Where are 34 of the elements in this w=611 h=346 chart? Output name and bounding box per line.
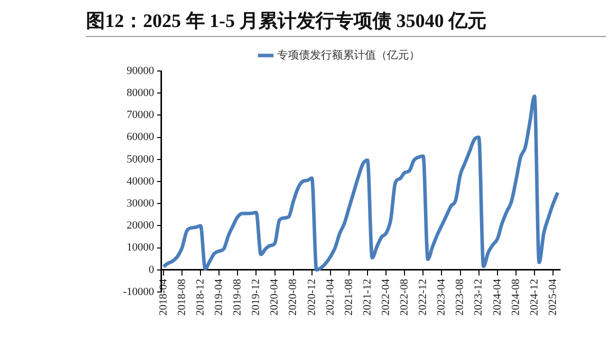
- x-tick-label: 2024-12: [528, 278, 540, 316]
- y-tick-label: 10000: [126, 242, 155, 254]
- x-tick-label: 2021-04: [324, 278, 336, 316]
- x-tick-label: 2019-12: [250, 278, 262, 316]
- legend-label: 专项债发行额累计值（亿元）: [276, 48, 420, 62]
- x-tick-label: 2025-04: [546, 278, 559, 316]
- x-tick-label: 2022-08: [398, 278, 411, 316]
- x-tick-label: 2022-12: [417, 278, 430, 316]
- y-tick-label: 20000: [126, 220, 155, 232]
- x-tick-label: 2018-08: [176, 278, 188, 316]
- x-tick-label: 2023-08: [454, 278, 466, 316]
- y-tick-label: 90000: [126, 64, 155, 77]
- y-tick-label: 0: [148, 264, 155, 276]
- x-tick-label: 2024-08: [510, 278, 522, 316]
- chart-title: 图12：2025 年 1-5 月累计发行专项债 35040 亿元: [86, 10, 487, 34]
- x-tick-label: 2020-12: [306, 278, 318, 316]
- x-tick-label: 2023-12: [472, 278, 485, 316]
- x-tick-label: 2019-04: [213, 278, 226, 316]
- x-tick-label: 2020-08: [287, 278, 300, 316]
- x-tick-label: 2024-04: [491, 278, 504, 316]
- y-tick-label: 70000: [126, 109, 155, 122]
- y-tick-label: 60000: [126, 131, 155, 144]
- x-tick-label: 2022-04: [380, 278, 392, 316]
- x-tick-label: 2021-08: [342, 278, 355, 316]
- x-tick-label: 2018-12: [194, 278, 206, 316]
- y-tick-label: -10000: [122, 286, 155, 298]
- y-tick-label: 80000: [126, 86, 155, 99]
- y-tick-label: 30000: [126, 197, 155, 210]
- x-tick-label: 2023-04: [436, 278, 448, 316]
- x-tick-label: 2019-08: [232, 278, 244, 316]
- x-tick-label: 2021-12: [361, 278, 374, 316]
- x-tick-label: 2020-04: [268, 278, 281, 316]
- y-tick-label: 50000: [126, 153, 155, 166]
- y-tick-label: 40000: [126, 175, 155, 188]
